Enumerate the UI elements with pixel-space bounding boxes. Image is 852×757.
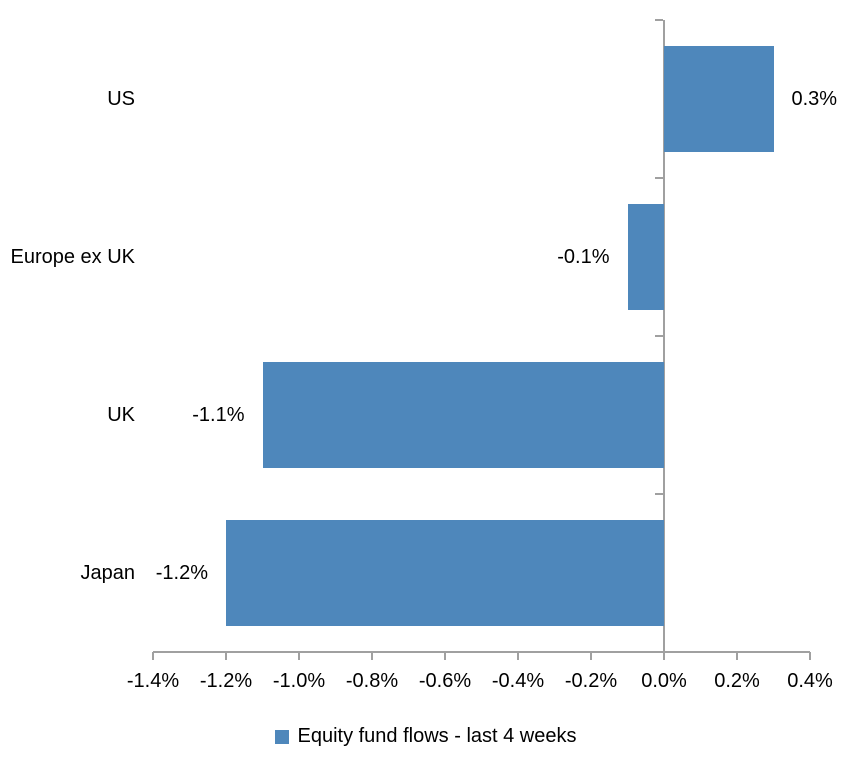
x-axis-tick [298,652,300,660]
x-axis-line [153,651,810,653]
x-tick-label: -1.4% [126,670,180,692]
x-axis-tick [371,652,373,660]
x-axis-tick [444,652,446,660]
x-tick-label: -1.2% [199,670,253,692]
category-label-uk: UK [107,404,135,426]
bar-europe-ex-uk [627,204,664,310]
x-tick-label: 0.0% [641,670,687,692]
y-axis-tick [655,177,663,179]
x-tick-label: -0.6% [418,670,472,692]
x-axis-tick [225,652,227,660]
y-axis-tick [655,493,663,495]
x-tick-label: 0.2% [714,670,760,692]
x-tick-label: -1.0% [272,670,326,692]
x-axis-tick [590,652,592,660]
value-label-japan: -1.2% [155,562,208,584]
category-label-japan: Japan [80,562,136,584]
legend-marker-square [275,729,290,744]
x-axis-tick [517,652,519,660]
x-tick-label: 0.4% [787,670,833,692]
x-tick-label: -0.8% [345,670,399,692]
x-axis-tick [736,652,738,660]
x-axis-tick [809,652,811,660]
value-label-uk: -1.1% [192,404,245,426]
legend-series-label: Equity fund flows - last 4 weeks [297,725,577,747]
x-axis-tick [663,652,665,660]
y-axis-tick [655,19,663,21]
bar-us [664,46,774,152]
legend: Equity fund flows - last 4 weeks [0,724,852,749]
x-tick-label: -0.2% [564,670,618,692]
value-label-europe-ex-uk: -0.1% [557,246,610,268]
bar-japan [226,520,664,626]
x-axis-tick [152,652,154,660]
bar-uk [262,362,664,468]
category-label-us: US [107,88,135,110]
value-label-us: 0.3% [791,88,838,110]
y-axis-line [663,20,665,652]
x-tick-label: -0.4% [491,670,545,692]
y-axis-tick [655,335,663,337]
category-label-europe-ex-uk: Europe ex UK [10,246,135,268]
